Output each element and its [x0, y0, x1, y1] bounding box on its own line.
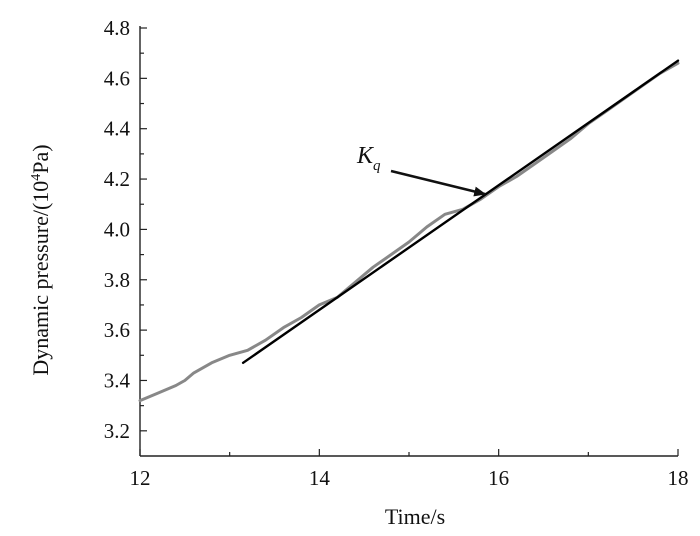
measured-series-line [138, 61, 680, 403]
y-tick-label: 3.6 [104, 318, 130, 342]
annotation-label: Kq [356, 143, 381, 174]
y-axis-label-sup: 4 [29, 174, 44, 181]
x-ticks: 12 14 16 18 [130, 449, 689, 490]
y-axis-label-prefix: Dynamic pressure/(10 [28, 181, 53, 376]
series-group [138, 59, 680, 403]
y-tick-label: 4.2 [104, 167, 130, 191]
y-tick-label: 4.8 [104, 16, 130, 40]
y-ticks: 3.2 3.4 3.6 3.8 4.0 4.2 4.4 4.6 4.8 [104, 16, 147, 443]
y-tick-label: 4.0 [104, 217, 130, 241]
y-axis-label: Dynamic pressure/(104Pa) [28, 144, 53, 375]
y-tick-label: 3.8 [104, 268, 130, 292]
y-tick-label: 3.2 [104, 419, 130, 443]
x-axis-label: Time/s [385, 504, 445, 529]
annotation-arrow [390, 169, 487, 197]
fitted-series-line [241, 59, 680, 364]
y-tick-label: 3.4 [104, 368, 131, 392]
annotation-main: K [356, 143, 375, 169]
x-tick-label: 16 [488, 466, 509, 490]
annotation: Kq [356, 143, 487, 197]
y-tick-label: 4.4 [104, 117, 131, 141]
x-tick-label: 14 [309, 466, 331, 490]
y-axis-label-suffix: Pa) [28, 144, 53, 173]
y-tick-label: 4.6 [104, 66, 130, 90]
x-tick-label: 12 [130, 466, 151, 490]
x-tick-label: 18 [668, 466, 689, 490]
annotation-subscript: q [373, 158, 381, 174]
